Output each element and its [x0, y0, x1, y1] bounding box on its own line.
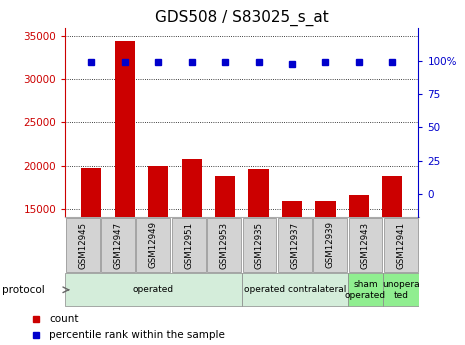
FancyBboxPatch shape: [137, 218, 170, 272]
FancyBboxPatch shape: [65, 273, 242, 306]
Text: count: count: [49, 314, 79, 324]
Text: GSM12941: GSM12941: [396, 221, 405, 268]
Title: GDS508 / S83025_s_at: GDS508 / S83025_s_at: [155, 10, 329, 26]
Text: GSM12935: GSM12935: [255, 221, 264, 268]
FancyBboxPatch shape: [207, 218, 241, 272]
Text: GSM12949: GSM12949: [149, 221, 158, 268]
Bar: [382, 176, 402, 338]
FancyBboxPatch shape: [349, 218, 382, 272]
Bar: [282, 201, 302, 338]
Bar: [315, 201, 336, 338]
Bar: [248, 169, 269, 338]
FancyBboxPatch shape: [348, 273, 383, 306]
Bar: [115, 40, 135, 338]
FancyBboxPatch shape: [384, 218, 418, 272]
Bar: [81, 168, 101, 338]
Bar: [148, 166, 168, 338]
Text: percentile rank within the sample: percentile rank within the sample: [49, 330, 225, 340]
Text: GSM12951: GSM12951: [184, 221, 193, 268]
Text: unopera
ted: unopera ted: [382, 280, 419, 299]
Text: sham
operated: sham operated: [345, 280, 386, 299]
Bar: [215, 176, 235, 338]
Bar: [181, 159, 202, 338]
FancyBboxPatch shape: [383, 273, 418, 306]
Text: GSM12945: GSM12945: [78, 221, 87, 268]
FancyBboxPatch shape: [66, 218, 100, 272]
Text: GSM12943: GSM12943: [361, 221, 370, 268]
FancyBboxPatch shape: [243, 218, 276, 272]
Text: GSM12947: GSM12947: [113, 221, 123, 268]
FancyBboxPatch shape: [242, 273, 348, 306]
Text: operated: operated: [133, 285, 174, 294]
Text: operated contralateral: operated contralateral: [244, 285, 346, 294]
Text: GSM12937: GSM12937: [290, 221, 299, 268]
FancyBboxPatch shape: [278, 218, 312, 272]
Text: GSM12953: GSM12953: [219, 221, 229, 268]
Text: GSM12939: GSM12939: [326, 221, 335, 268]
FancyBboxPatch shape: [313, 218, 347, 272]
FancyBboxPatch shape: [172, 218, 206, 272]
Text: protocol: protocol: [2, 286, 45, 295]
Bar: [349, 195, 369, 338]
FancyBboxPatch shape: [101, 218, 135, 272]
